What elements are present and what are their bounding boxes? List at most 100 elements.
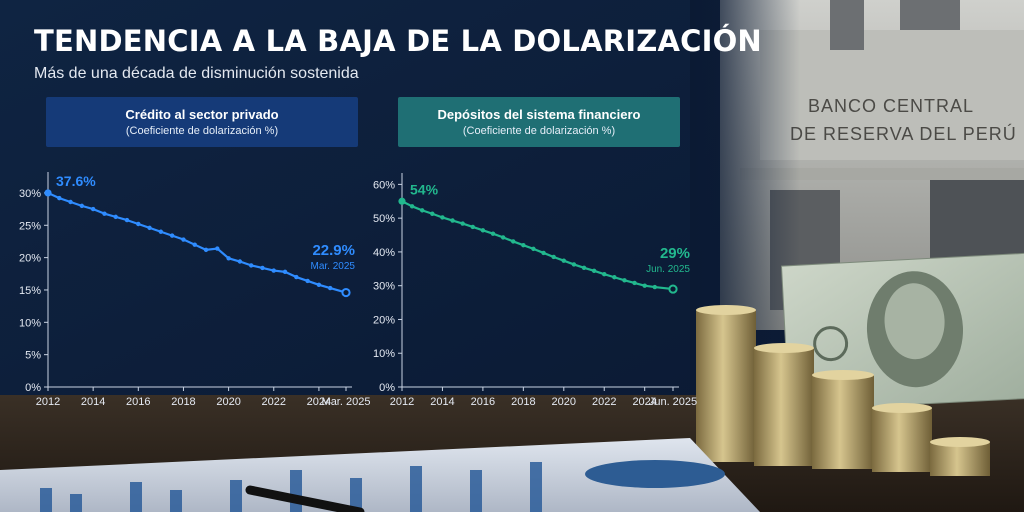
credit-data-point [237, 259, 243, 264]
deposits-data-point [511, 239, 516, 244]
deposits-data-point [551, 254, 556, 260]
deposits-x-tick-label: 2022 [592, 396, 616, 408]
credit-chart-subtitle: (Coeficiente de dolarización %) [125, 125, 279, 137]
deposits-data-point [541, 250, 546, 256]
credit-start-point [44, 189, 52, 197]
credit-y-tick-label: 15% [19, 285, 41, 297]
deposits-data-point [581, 265, 587, 270]
credit-data-point [226, 256, 231, 261]
credit-data-point [271, 268, 276, 273]
credit-data-point [169, 233, 175, 238]
credit-data-point [260, 265, 265, 271]
credit-data-point [68, 199, 73, 205]
credit-data-point [282, 269, 288, 275]
credit-y-tick-label: 30% [19, 188, 41, 200]
deposits-x-tick-label: Jun. 2025 [649, 396, 697, 408]
credit-x-tick-label: 2018 [171, 396, 195, 408]
deposits-data-point [632, 280, 637, 286]
credit-data-point [113, 214, 118, 220]
deposits-x-tick-label: 2024 [632, 396, 656, 408]
credit-chart-title: Crédito al sector privado [125, 107, 279, 122]
credit-data-point [79, 203, 85, 209]
deposits-data-point [612, 275, 617, 280]
credit-data-point [158, 229, 164, 234]
page-subtitle: Más de una década de disminución sosteni… [34, 65, 359, 82]
deposits-data-point [642, 283, 647, 288]
deposits-data-point [591, 268, 597, 274]
credit-panel-header: Crédito al sector privado (Coeficiente d… [46, 97, 358, 147]
deposits-panel-header: Depósitos del sistema financiero (Coefic… [398, 97, 680, 147]
deposits-start-point [398, 197, 406, 205]
deposits-x-tick-label: 2012 [390, 396, 414, 408]
svg-text:DE RESERVA DEL PERÚ: DE RESERVA DEL PERÚ [790, 123, 1017, 144]
credit-y-tick-label: 25% [19, 220, 41, 232]
credit-data-point [248, 263, 254, 268]
credit-x-tick-label: 2012 [36, 396, 60, 408]
deposits-data-point [460, 221, 465, 226]
deposits-end-point [668, 284, 678, 294]
deposits-y-tick-label: 20% [373, 314, 395, 326]
deposits-x-tick-label: 2016 [471, 396, 495, 408]
credit-y-tick-label: 20% [19, 253, 41, 265]
deposits-data-point [652, 284, 657, 290]
credit-y-tick-label: 0% [25, 382, 41, 394]
credit-data-point [181, 237, 186, 242]
credit-end-label: 22.9% [312, 242, 355, 259]
credit-y-tick-label: 5% [25, 350, 41, 362]
credit-line-chart: 0% 5% 10% 15% 20% 25% 30% 2012 2014 2016 2018 2020 2… [19, 172, 370, 408]
deposits-data-point [500, 235, 506, 240]
deposits-data-point [430, 211, 435, 216]
deposits-y-tick-label: 50% [373, 213, 395, 225]
svg-text:BANCO CENTRAL: BANCO CENTRAL [808, 96, 974, 116]
credit-data-point [294, 274, 299, 280]
credit-end-date-label: Mar. 2025 [311, 261, 356, 272]
credit-data-point [192, 242, 197, 247]
deposits-data-point [470, 224, 475, 230]
deposits-data-point [622, 278, 627, 283]
deposits-data-point [561, 258, 566, 263]
credit-x-tick-label: 2024 [307, 396, 331, 408]
deposits-series-line [401, 200, 674, 291]
deposits-y-tick-label: 60% [373, 179, 395, 191]
deposits-data-point [531, 246, 536, 252]
deposits-end-label: 29% [660, 245, 690, 262]
deposits-data-point [521, 242, 526, 248]
credit-y-tick-label: 10% [19, 317, 41, 329]
credit-data-point [90, 206, 96, 212]
credit-data-point [102, 211, 107, 216]
deposits-x-tick-label: 2018 [511, 396, 535, 408]
deposits-x-tick-label: 2014 [430, 396, 454, 408]
deposits-data-point [409, 204, 415, 209]
credit-data-point [203, 247, 209, 253]
deposits-chart-title: Depósitos del sistema financiero [437, 107, 641, 122]
credit-x-tick-label: 2016 [126, 396, 150, 408]
credit-x-tick-label: Mar. 2025 [322, 396, 370, 408]
credit-data-point [147, 225, 152, 231]
deposits-y-tick-label: 10% [373, 348, 395, 360]
page-title: TENDENCIA A LA BAJA DE LA DOLARIZACIÓN [34, 24, 762, 58]
credit-x-tick-label: 2020 [216, 396, 240, 408]
deposits-y-tick-label: 0% [379, 382, 395, 394]
deposits-chart-subtitle: (Coeficiente de dolarización %) [462, 125, 616, 137]
credit-data-point [316, 282, 322, 287]
credit-x-tick-label: 2014 [81, 396, 105, 408]
deposits-data-point [490, 231, 496, 236]
credit-start-label: 37.6% [56, 173, 96, 189]
credit-data-point [136, 221, 141, 227]
deposits-line-chart: 0% 10% 20% 30% 40% 50% 60% 2012 2014 2016 2018 2020… [373, 173, 697, 408]
deposits-data-point [440, 215, 445, 220]
credit-data-point [305, 278, 310, 284]
credit-end-point [341, 287, 351, 298]
credit-data-point [327, 285, 333, 291]
credit-x-tick-label: 2022 [262, 396, 286, 408]
deposits-y-tick-label: 40% [373, 247, 395, 259]
credit-data-point [57, 195, 62, 201]
deposits-data-point [480, 228, 486, 233]
deposits-start-label: 54% [410, 181, 439, 197]
deposits-y-tick-label: 30% [373, 281, 395, 293]
deposits-x-tick-label: 2020 [552, 396, 576, 408]
deposits-data-point [420, 208, 425, 213]
credit-data-point [215, 246, 220, 251]
credit-data-point [124, 217, 130, 223]
